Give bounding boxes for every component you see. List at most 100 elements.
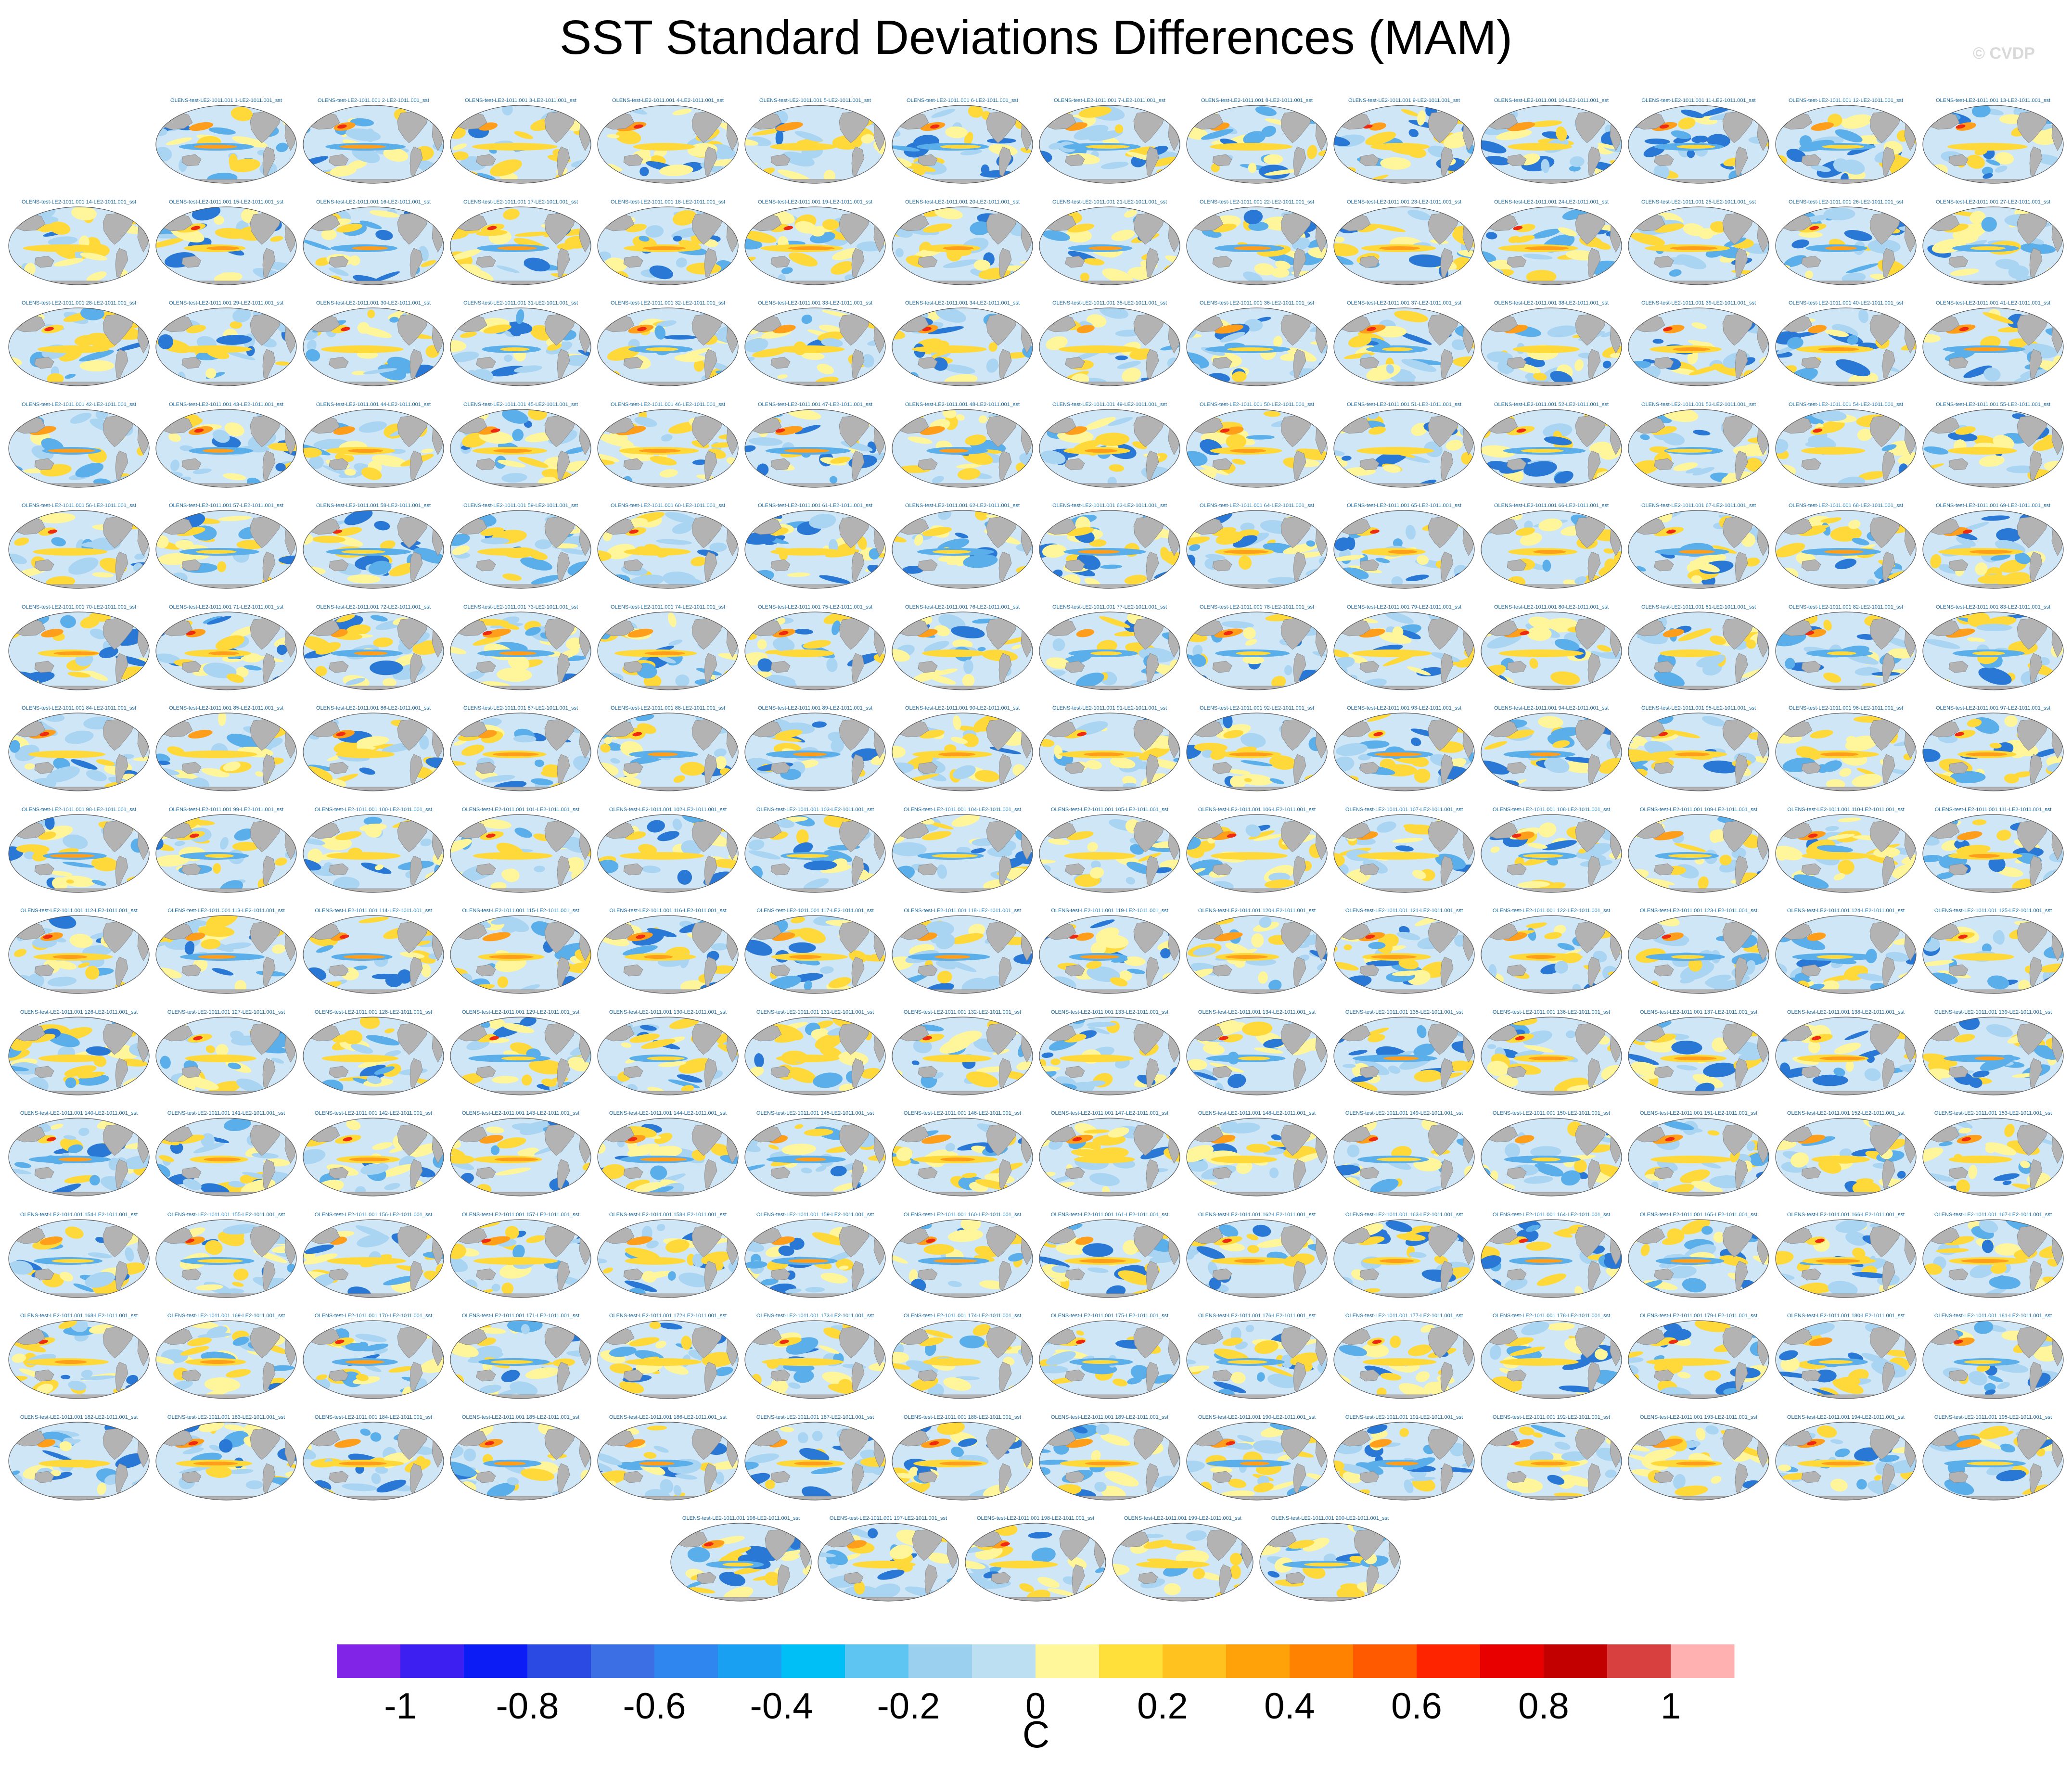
sst-difference-map [155,510,297,589]
sst-difference-map [1628,105,1769,184]
sst-difference-map [8,1118,150,1196]
colorbar-swatch [591,1644,655,1678]
map-panel-title: OLENS-test-LE2-1011.001 113-LE2-1011.001… [167,908,285,914]
map-panel-title: OLENS-test-LE2-1011.001 107-LE2-1011.001… [1345,806,1463,813]
sst-difference-map [965,1523,1106,1602]
map-panel-title: OLENS-test-LE2-1011.001 99-LE2-1011.001_… [168,806,284,813]
sst-difference-map [303,510,444,589]
sst-difference-map [1775,307,1917,386]
sst-difference-map [1481,307,1622,386]
sst-difference-map [1775,1219,1917,1298]
map-panel-title: OLENS-test-LE2-1011.001 142-LE2-1011.001… [314,1110,433,1116]
map-panel-title: OLENS-test-LE2-1011.001 63-LE2-1011.001_… [1052,503,1167,509]
sst-difference-map [8,1219,150,1298]
sst-difference-map [1922,307,2064,386]
map-panel-title: OLENS-test-LE2-1011.001 197-LE2-1011.001… [829,1515,947,1521]
sst-difference-map [303,408,444,488]
sst-difference-map [450,206,591,285]
sst-difference-map [303,307,444,386]
map-panel-title: OLENS-test-LE2-1011.001 122-LE2-1011.001… [1492,908,1611,914]
map-panel-title: OLENS-test-LE2-1011.001 46-LE2-1011.001_… [610,401,726,407]
colorbar-tick-label: -0.8 [496,1686,559,1727]
map-panel-title: OLENS-test-LE2-1011.001 4-LE2-1011.001_s… [612,98,724,103]
map-panel-title: OLENS-test-LE2-1011.001 39-LE2-1011.001_… [1641,300,1756,306]
map-panel-title: OLENS-test-LE2-1011.001 78-LE2-1011.001_… [1199,604,1315,610]
sst-difference-map [744,713,886,791]
map-panel-title: OLENS-test-LE2-1011.001 52-LE2-1011.001_… [1494,401,1609,407]
map-panel-title: OLENS-test-LE2-1011.001 23-LE2-1011.001_… [1346,199,1462,205]
map-panel-title: OLENS-test-LE2-1011.001 111-LE2-1011.001… [1934,806,2052,813]
sst-difference-map [303,1320,444,1399]
sst-difference-map [1922,105,2064,184]
colorbar-tick-label: 0 [1025,1686,1046,1727]
sst-difference-map [1186,1320,1328,1399]
map-panel-title: OLENS-test-LE2-1011.001 102-LE2-1011.001… [609,806,727,813]
map-panel-title: OLENS-test-LE2-1011.001 185-LE2-1011.001… [461,1414,580,1420]
map-panel-title: OLENS-test-LE2-1011.001 195-LE2-1011.001… [1934,1414,2052,1420]
sst-difference-map [744,408,886,488]
map-panel-title: OLENS-test-LE2-1011.001 16-LE2-1011.001_… [316,199,431,205]
map-panel-title: OLENS-test-LE2-1011.001 123-LE2-1011.001… [1639,908,1758,914]
map-panel-title: OLENS-test-LE2-1011.001 194-LE2-1011.001… [1787,1414,1905,1420]
sst-difference-map [597,1219,739,1298]
map-panel-title: OLENS-test-LE2-1011.001 22-LE2-1011.001_… [1199,199,1315,205]
map-panel-title: OLENS-test-LE2-1011.001 179-LE2-1011.001… [1639,1313,1758,1319]
map-panel-title: OLENS-test-LE2-1011.001 29-LE2-1011.001_… [168,300,284,306]
cvdp-watermark: © CVDP [1973,44,2035,63]
sst-difference-map [303,1219,444,1298]
map-panel-title: OLENS-test-LE2-1011.001 72-LE2-1011.001_… [316,604,431,610]
sst-difference-map [1628,1118,1769,1196]
map-panel-title: OLENS-test-LE2-1011.001 110-LE2-1011.001… [1787,806,1905,813]
map-panel-title: OLENS-test-LE2-1011.001 173-LE2-1011.001… [756,1313,874,1319]
map-panel-title: OLENS-test-LE2-1011.001 101-LE2-1011.001… [461,806,580,813]
sst-difference-map [1186,814,1328,893]
colorbar-tick-label: -0.2 [877,1686,940,1727]
sst-difference-map [8,915,150,994]
map-panel-title: OLENS-test-LE2-1011.001 44-LE2-1011.001_… [316,401,431,407]
sst-difference-map [597,713,739,791]
colorbar-swatch [400,1644,464,1678]
sst-difference-map [1333,1219,1475,1298]
sst-difference-map [597,814,739,893]
map-panel-title: OLENS-test-LE2-1011.001 83-LE2-1011.001_… [1935,604,2051,610]
sst-difference-map [1186,1421,1328,1501]
colorbar-swatch [972,1644,1036,1678]
map-panel-title: OLENS-test-LE2-1011.001 112-LE2-1011.001… [20,908,138,914]
map-panel-title: OLENS-test-LE2-1011.001 161-LE2-1011.001… [1050,1211,1169,1218]
colorbar-swatch [1480,1644,1544,1678]
map-panel-title: OLENS-test-LE2-1011.001 109-LE2-1011.001… [1639,806,1758,813]
sst-difference-map [1186,1016,1328,1095]
sst-difference-map [1922,1016,2064,1095]
map-panel-title: OLENS-test-LE2-1011.001 121-LE2-1011.001… [1345,908,1463,914]
map-panel-title: OLENS-test-LE2-1011.001 34-LE2-1011.001_… [905,300,1020,306]
sst-difference-map [1481,1421,1622,1501]
map-panel-title: OLENS-test-LE2-1011.001 146-LE2-1011.001… [903,1110,1022,1116]
sst-difference-map [450,408,591,488]
map-panel-title: OLENS-test-LE2-1011.001 45-LE2-1011.001_… [463,401,578,407]
sst-difference-map [450,1421,591,1501]
map-panel-title: OLENS-test-LE2-1011.001 159-LE2-1011.001… [756,1211,874,1218]
map-panel-title: OLENS-test-LE2-1011.001 14-LE2-1011.001_… [21,199,137,205]
map-panel-title: OLENS-test-LE2-1011.001 156-LE2-1011.001… [314,1211,433,1218]
map-panel-title: OLENS-test-LE2-1011.001 188-LE2-1011.001… [903,1414,1022,1420]
map-panel-title: OLENS-test-LE2-1011.001 74-LE2-1011.001_… [610,604,726,610]
sst-difference-map [892,1219,1033,1298]
colorbar-swatch [1226,1644,1290,1678]
map-panel-title: OLENS-test-LE2-1011.001 77-LE2-1011.001_… [1052,604,1167,610]
map-panel-title: OLENS-test-LE2-1011.001 125-LE2-1011.001… [1934,908,2052,914]
map-panel-title: OLENS-test-LE2-1011.001 68-LE2-1011.001_… [1788,503,1904,509]
sst-difference-map [597,307,739,386]
map-panel-title: OLENS-test-LE2-1011.001 59-LE2-1011.001_… [463,503,578,509]
map-panel-title: OLENS-test-LE2-1011.001 93-LE2-1011.001_… [1346,705,1462,711]
sst-difference-map [1481,408,1622,488]
sst-difference-map [597,206,739,285]
colorbar-swatch [845,1644,909,1678]
sst-difference-map [1628,1421,1769,1501]
colorbar-tick-label: 1 [1661,1686,1681,1727]
map-panel-title: OLENS-test-LE2-1011.001 24-LE2-1011.001_… [1494,199,1609,205]
sst-difference-map [744,611,886,690]
sst-difference-map [8,814,150,893]
map-panel-title: OLENS-test-LE2-1011.001 41-LE2-1011.001_… [1935,300,2051,306]
map-panel-title: OLENS-test-LE2-1011.001 162-LE2-1011.001… [1198,1211,1316,1218]
